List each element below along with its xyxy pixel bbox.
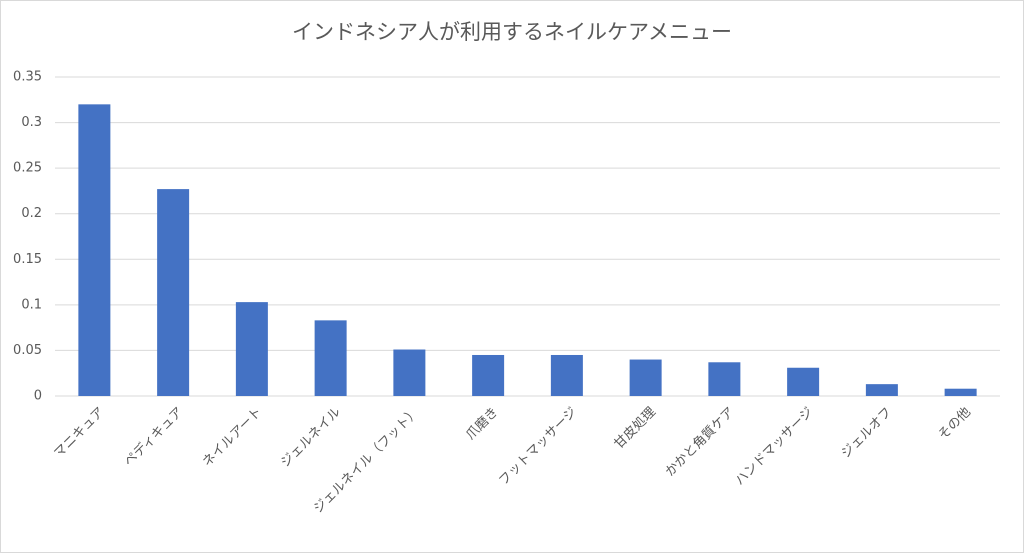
y-tick-label: 0.25 — [13, 161, 42, 176]
bar — [235, 302, 268, 396]
y-tick-label: 0.35 — [13, 70, 42, 85]
bar — [393, 349, 426, 396]
bar — [944, 388, 977, 396]
bar — [629, 359, 662, 396]
y-tick-label: 0.05 — [13, 343, 42, 358]
bar — [78, 104, 111, 396]
bar — [708, 362, 741, 396]
bar — [157, 189, 190, 396]
bar — [314, 320, 347, 396]
bar — [787, 367, 820, 396]
chart-title: インドネシア人が利用するネイルケアメニュー — [292, 20, 732, 44]
bar — [472, 354, 505, 396]
bar — [550, 354, 583, 396]
y-tick-label: 0.1 — [21, 297, 42, 312]
y-tick-label: 0.2 — [21, 206, 42, 221]
y-tick-label: 0.15 — [13, 252, 42, 267]
y-tick-label: 0 — [34, 389, 42, 404]
y-tick-label: 0.3 — [21, 115, 42, 130]
bar — [865, 384, 898, 396]
